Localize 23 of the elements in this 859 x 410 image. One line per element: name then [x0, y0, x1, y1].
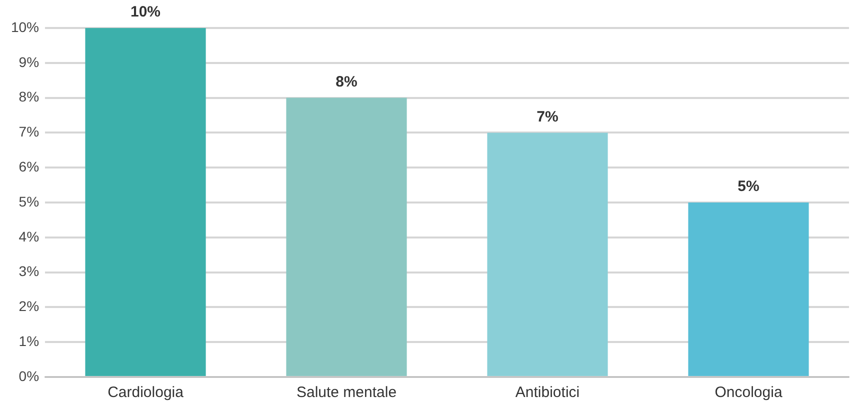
bar — [688, 202, 809, 376]
x-tick-label: Cardiologia — [108, 384, 184, 402]
y-tick-label: 1% — [18, 332, 40, 349]
y-tick-label: 0% — [18, 368, 40, 384]
y-tick-label: 9% — [18, 54, 40, 70]
y-tick-label: 5% — [18, 193, 40, 210]
x-tick-label: Antibiotici — [515, 384, 580, 402]
y-tick-label: 6% — [18, 158, 40, 174]
x-tick-label: Salute mentale — [296, 384, 397, 402]
data-label: 10% — [130, 4, 161, 21]
data-label: 8% — [336, 73, 358, 90]
y-tick-label: 8% — [18, 88, 40, 105]
y-tick-label: 4% — [18, 228, 40, 244]
y-tick-label: 7% — [18, 124, 40, 140]
y-tick-label: 2% — [18, 298, 40, 314]
bar — [487, 132, 608, 376]
bar — [286, 98, 407, 376]
y-tick-label: 3% — [18, 263, 40, 280]
x-tick-label: Oncologia — [714, 384, 783, 402]
bar — [85, 28, 206, 376]
y-tick-label: 10% — [10, 18, 40, 35]
data-label: 7% — [536, 108, 558, 126]
data-label: 5% — [738, 178, 760, 196]
